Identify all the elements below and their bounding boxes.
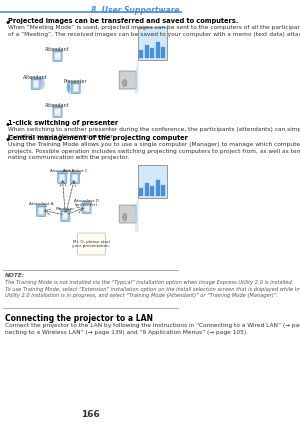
Text: When switching to another presenter during the conference, the participants (att: When switching to another presenter duri… [8,127,300,139]
FancyBboxPatch shape [31,79,40,90]
Ellipse shape [122,80,127,86]
Ellipse shape [122,214,127,220]
FancyBboxPatch shape [37,206,46,217]
FancyBboxPatch shape [83,204,90,212]
FancyBboxPatch shape [119,205,136,223]
Text: Using the Training Mode allows you to use a single computer (Manager) to manage : Using the Training Mode allows you to us… [8,142,300,160]
Text: The Training Mode is not installed via the “Typical” installation option when Im: The Training Mode is not installed via t… [5,280,300,298]
Text: NOTE:: NOTE: [5,273,25,278]
FancyBboxPatch shape [161,47,165,58]
FancyBboxPatch shape [36,203,46,206]
FancyBboxPatch shape [55,108,61,116]
Text: •: • [5,135,11,145]
Text: Attendant B: Attendant B [50,168,75,173]
FancyBboxPatch shape [139,188,143,196]
Text: Projected images can be transferred and saved to computers.: Projected images can be transferred and … [8,18,239,24]
FancyBboxPatch shape [145,183,149,196]
FancyBboxPatch shape [82,203,91,214]
Text: Connect the projector to the LAN by following the instructions in “Connecting to: Connect the projector to the LAN by foll… [5,323,300,335]
FancyBboxPatch shape [138,27,167,60]
Text: Manager: Manager [56,206,75,211]
Text: Attendant C: Attendant C [63,168,87,173]
FancyBboxPatch shape [53,50,62,61]
FancyBboxPatch shape [70,173,80,184]
Text: •: • [5,18,11,28]
FancyBboxPatch shape [71,80,80,83]
Text: 1-click switching of presenter: 1-click switching of presenter [8,120,118,126]
Text: Attendant A: Attendant A [29,201,53,206]
FancyBboxPatch shape [155,180,160,196]
FancyBboxPatch shape [59,174,65,182]
FancyBboxPatch shape [155,42,160,58]
FancyBboxPatch shape [119,71,136,89]
Text: •: • [5,120,11,130]
Text: 8. User Supportware: 8. User Supportware [91,6,180,15]
FancyBboxPatch shape [55,52,61,60]
Polygon shape [136,198,138,231]
FancyBboxPatch shape [58,170,67,173]
FancyBboxPatch shape [72,174,78,182]
Text: Presenter: Presenter [64,79,87,83]
FancyBboxPatch shape [82,201,92,203]
Polygon shape [136,60,138,93]
FancyBboxPatch shape [150,48,154,58]
Text: When “Meeting Mode” is used, projected images can be sent to the computers of al: When “Meeting Mode” is used, projected i… [8,25,300,37]
FancyBboxPatch shape [61,209,70,211]
Text: Attendant D
(presenter): Attendant D (presenter) [74,198,99,207]
FancyBboxPatch shape [138,165,167,198]
FancyBboxPatch shape [139,50,143,58]
FancyBboxPatch shape [38,207,44,215]
FancyBboxPatch shape [145,45,149,58]
Text: Connecting the projector to a LAN: Connecting the projector to a LAN [5,314,153,323]
FancyBboxPatch shape [61,211,70,222]
FancyBboxPatch shape [70,170,80,173]
FancyBboxPatch shape [161,185,165,196]
FancyBboxPatch shape [150,186,154,196]
Text: Attendant: Attendant [45,47,70,52]
Text: 166: 166 [81,410,100,419]
Text: Attendant: Attendant [45,102,70,107]
FancyBboxPatch shape [53,107,62,118]
FancyBboxPatch shape [73,84,79,92]
FancyBboxPatch shape [71,82,80,93]
FancyBboxPatch shape [77,233,105,255]
FancyBboxPatch shape [58,173,67,184]
Text: Central management of the projecting computer: Central management of the projecting com… [8,135,188,141]
Text: Mr. O, please start
your presentation.: Mr. O, please start your presentation. [72,239,110,248]
FancyBboxPatch shape [52,49,62,51]
FancyBboxPatch shape [62,212,68,220]
FancyBboxPatch shape [31,77,40,79]
Text: Attendant: Attendant [23,74,48,80]
FancyBboxPatch shape [33,80,39,88]
FancyBboxPatch shape [52,104,62,107]
